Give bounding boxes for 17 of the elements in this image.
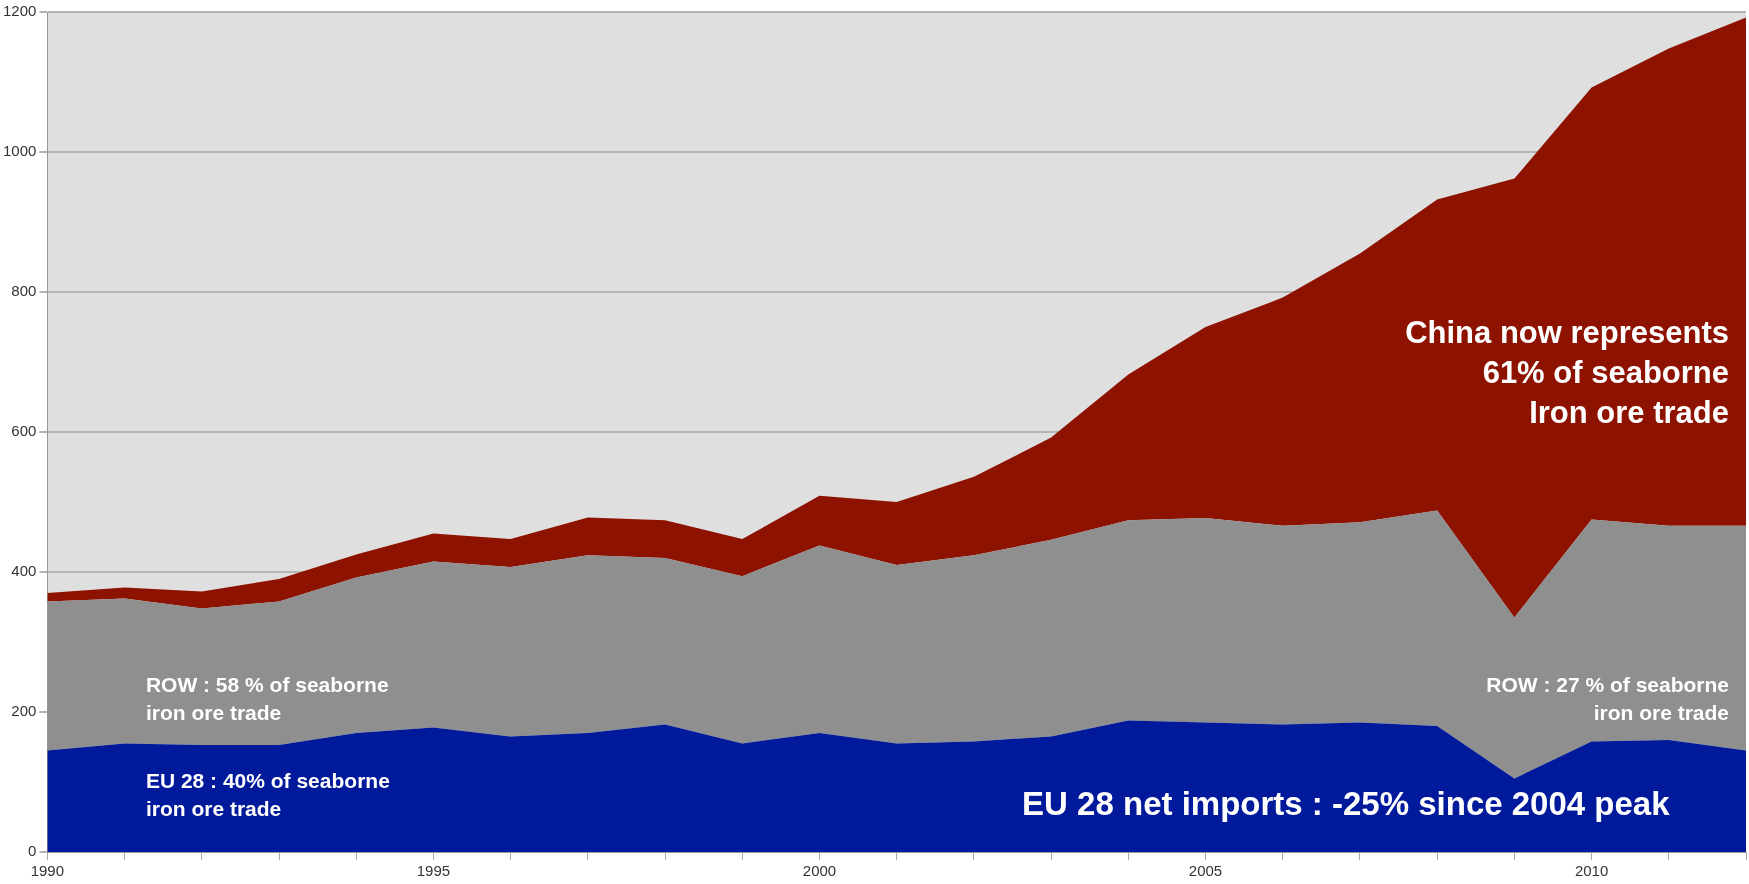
- x-tick-label: 2000: [802, 862, 837, 880]
- y-tick-label: 0: [28, 842, 37, 860]
- annotation: ROW : 58 % of seaborne iron ore trade: [145, 672, 389, 724]
- x-tick-label: 1995: [416, 862, 451, 880]
- y-tick-label: 800: [11, 282, 37, 300]
- annotation: ROW : 27 % of seaborne iron ore trade: [1486, 672, 1730, 724]
- y-tick-label: 200: [11, 702, 37, 720]
- x-tick-label: 1990: [30, 862, 65, 880]
- x-tick-label: 2005: [1188, 862, 1223, 880]
- y-tick-label: 600: [11, 422, 37, 440]
- annotation: China now represents 61% of seaborne Iron ore trade: [1405, 314, 1730, 430]
- annotation: EU 28 : 40% of seaborne iron ore trade: [145, 769, 390, 821]
- y-tick-label: 400: [11, 562, 37, 580]
- y-tick-label: 1200: [2, 2, 37, 20]
- y-tick-label: 1000: [2, 142, 37, 160]
- annotation: EU 28 net imports : -25% since 2004 peak: [1022, 784, 1671, 822]
- x-tick-label: 2010: [1574, 862, 1609, 880]
